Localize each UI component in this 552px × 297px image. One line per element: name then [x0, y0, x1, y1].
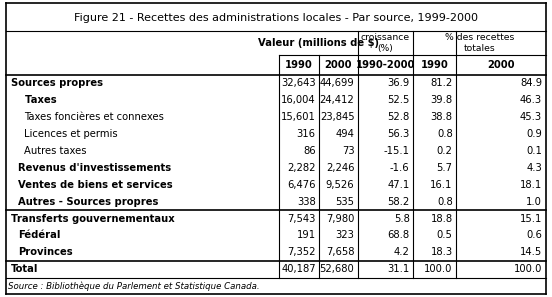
Text: 338: 338 [297, 197, 316, 207]
Text: Provinces: Provinces [18, 247, 72, 257]
Text: Autres - Sources propres: Autres - Sources propres [18, 197, 158, 207]
Text: 7,352: 7,352 [287, 247, 316, 257]
Text: 323: 323 [336, 230, 354, 241]
Text: 47.1: 47.1 [388, 180, 410, 190]
Text: 7,658: 7,658 [326, 247, 354, 257]
Text: 40,187: 40,187 [281, 264, 316, 274]
Text: 316: 316 [297, 129, 316, 139]
Text: 68.8: 68.8 [388, 230, 410, 241]
Text: Fédéral: Fédéral [18, 230, 60, 241]
Text: 0.6: 0.6 [526, 230, 542, 241]
Text: 9,526: 9,526 [326, 180, 354, 190]
Text: 1990: 1990 [285, 60, 313, 70]
Text: 1.0: 1.0 [526, 197, 542, 207]
Text: 5.7: 5.7 [437, 163, 453, 173]
Text: Ventes de biens et services: Ventes de biens et services [18, 180, 172, 190]
Text: 0.9: 0.9 [526, 129, 542, 139]
Text: 100.0: 100.0 [514, 264, 542, 274]
Text: Revenus d'investissements: Revenus d'investissements [18, 163, 171, 173]
Text: 31.1: 31.1 [388, 264, 410, 274]
Text: Sources propres: Sources propres [11, 78, 103, 88]
Text: 100.0: 100.0 [424, 264, 453, 274]
Text: 24,412: 24,412 [320, 95, 354, 105]
Text: 44,699: 44,699 [320, 78, 354, 88]
Text: 52,680: 52,680 [320, 264, 354, 274]
Text: -1.6: -1.6 [390, 163, 410, 173]
Text: Valeur (millions de $): Valeur (millions de $) [258, 38, 379, 48]
Text: 39.8: 39.8 [431, 95, 453, 105]
Text: 52.5: 52.5 [387, 95, 410, 105]
Text: 0.1: 0.1 [526, 146, 542, 156]
Text: Autres taxes: Autres taxes [24, 146, 87, 156]
Text: 0.8: 0.8 [437, 197, 453, 207]
Text: 0.5: 0.5 [437, 230, 453, 241]
Text: Taxes: Taxes [18, 95, 56, 105]
Text: 2,282: 2,282 [287, 163, 316, 173]
Text: 4.3: 4.3 [526, 163, 542, 173]
Text: 6,476: 6,476 [287, 180, 316, 190]
Text: 7,543: 7,543 [288, 214, 316, 224]
Text: 86: 86 [303, 146, 316, 156]
Text: 45.3: 45.3 [520, 112, 542, 122]
Text: 1990: 1990 [421, 60, 448, 70]
Text: 4.2: 4.2 [394, 247, 410, 257]
Text: 191: 191 [296, 230, 316, 241]
Text: 535: 535 [336, 197, 354, 207]
Text: 16.1: 16.1 [430, 180, 453, 190]
Text: 0.8: 0.8 [437, 129, 453, 139]
Text: croissance
(%): croissance (%) [361, 33, 410, 53]
Text: 16,004: 16,004 [281, 95, 316, 105]
Text: 18.8: 18.8 [431, 214, 453, 224]
Text: 36.9: 36.9 [388, 78, 410, 88]
Text: 0.2: 0.2 [437, 146, 453, 156]
Text: 494: 494 [336, 129, 354, 139]
Text: Taxes foncières et connexes: Taxes foncières et connexes [24, 112, 164, 122]
Text: 1990-2000: 1990-2000 [355, 60, 415, 70]
Text: 2000: 2000 [325, 60, 352, 70]
Text: 84.9: 84.9 [520, 78, 542, 88]
Text: 38.8: 38.8 [431, 112, 453, 122]
Text: 2,246: 2,246 [326, 163, 354, 173]
Text: 73: 73 [342, 146, 354, 156]
Text: 15,601: 15,601 [281, 112, 316, 122]
Text: Total: Total [11, 264, 39, 274]
Text: 23,845: 23,845 [320, 112, 354, 122]
Text: 18.1: 18.1 [520, 180, 542, 190]
Text: 5.8: 5.8 [394, 214, 410, 224]
Text: -15.1: -15.1 [384, 146, 410, 156]
Text: 81.2: 81.2 [431, 78, 453, 88]
Text: 56.3: 56.3 [388, 129, 410, 139]
Text: 18.3: 18.3 [431, 247, 453, 257]
Text: 32,643: 32,643 [281, 78, 316, 88]
Text: 46.3: 46.3 [520, 95, 542, 105]
Text: Figure 21 - Recettes des administrations locales - Par source, 1999-2000: Figure 21 - Recettes des administrations… [74, 13, 478, 23]
Text: 14.5: 14.5 [520, 247, 542, 257]
Text: 58.2: 58.2 [388, 197, 410, 207]
Text: 2000: 2000 [487, 60, 515, 70]
Text: Transferts gouvernementaux: Transferts gouvernementaux [11, 214, 175, 224]
Text: 7,980: 7,980 [326, 214, 354, 224]
Text: Source : Bibliothèque du Parlement et Statistique Canada.: Source : Bibliothèque du Parlement et St… [8, 281, 260, 290]
Text: 15.1: 15.1 [519, 214, 542, 224]
Text: % des recettes
totales: % des recettes totales [445, 33, 514, 53]
Text: Licences et permis: Licences et permis [24, 129, 118, 139]
Text: 52.8: 52.8 [388, 112, 410, 122]
